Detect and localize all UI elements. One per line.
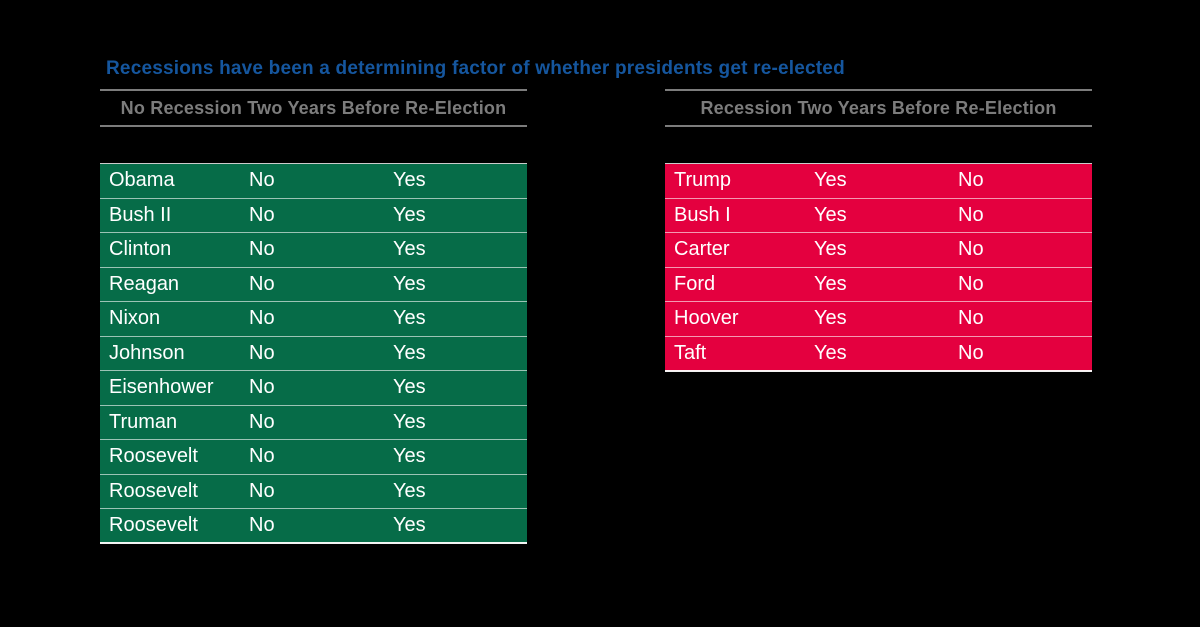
recession-cell: No bbox=[249, 203, 275, 226]
president-cell: Carter bbox=[674, 238, 730, 261]
president-cell: Obama bbox=[109, 169, 175, 192]
recession-cell: Yes bbox=[814, 238, 847, 261]
recession-cell: No bbox=[249, 514, 275, 536]
recession-cell: No bbox=[249, 307, 275, 330]
recession-table: Trump Yes No Bush I Yes No Carter Yes No… bbox=[665, 163, 1092, 372]
president-cell: Roosevelt bbox=[109, 479, 198, 502]
president-cell: Roosevelt bbox=[109, 445, 198, 468]
table-row: Taft Yes No bbox=[665, 336, 1092, 371]
recession-table-body: Trump Yes No Bush I Yes No Carter Yes No… bbox=[665, 163, 1092, 371]
reelected-cell: Yes bbox=[393, 272, 426, 295]
reelected-cell: No bbox=[958, 272, 984, 295]
panel-recession: Recession Two Years Before Re-Election T… bbox=[665, 89, 1092, 372]
panel-no-recession: No Recession Two Years Before Re-Electio… bbox=[100, 89, 527, 544]
table-row: Trump Yes No bbox=[665, 163, 1092, 198]
president-cell: Nixon bbox=[109, 307, 161, 330]
reelected-cell: Yes bbox=[393, 169, 426, 192]
president-cell: Truman bbox=[109, 410, 178, 433]
recession-cell: No bbox=[249, 376, 275, 399]
header-rule-bottom bbox=[665, 125, 1092, 127]
table-row: Carter Yes No bbox=[665, 232, 1092, 267]
header-rule-top bbox=[665, 89, 1092, 91]
chart-title: Recessions have been a determining facto… bbox=[106, 58, 845, 79]
president-cell: Reagan bbox=[109, 272, 180, 295]
reelected-cell: Yes bbox=[393, 479, 426, 502]
header-rule-top bbox=[100, 89, 527, 91]
recession-cell: Yes bbox=[814, 341, 847, 364]
reelected-cell: Yes bbox=[393, 410, 426, 433]
reelected-cell: No bbox=[958, 169, 984, 192]
recession-cell: No bbox=[249, 169, 275, 192]
no-recession-table-body: Obama No Yes Bush II No Yes Clinton No Y… bbox=[100, 163, 527, 543]
president-cell: Taft bbox=[674, 341, 707, 364]
reelected-cell: No bbox=[958, 203, 984, 226]
recession-cell: No bbox=[249, 238, 275, 261]
table-row: Clinton No Yes bbox=[100, 232, 527, 267]
table-row: Roosevelt No Yes bbox=[100, 508, 527, 543]
recession-cell: No bbox=[249, 410, 275, 433]
president-cell: Trump bbox=[674, 169, 732, 192]
president-cell: Clinton bbox=[109, 238, 172, 261]
recession-cell: Yes bbox=[814, 307, 847, 330]
table-row: Johnson No Yes bbox=[100, 336, 527, 371]
table-row: Truman No Yes bbox=[100, 405, 527, 440]
recession-cell: No bbox=[249, 341, 275, 364]
president-cell: Hoover bbox=[674, 307, 739, 330]
reelected-cell: Yes bbox=[393, 307, 426, 330]
table-row: Eisenhower No Yes bbox=[100, 370, 527, 405]
president-cell: Bush II bbox=[109, 203, 172, 226]
no-recession-table: Obama No Yes Bush II No Yes Clinton No Y… bbox=[100, 163, 527, 544]
header-rule-bottom bbox=[100, 125, 527, 127]
recession-cell: Yes bbox=[814, 169, 847, 192]
reelected-cell: Yes bbox=[393, 203, 426, 226]
table-row: Bush II No Yes bbox=[100, 198, 527, 233]
recession-cell: Yes bbox=[814, 272, 847, 295]
recession-cell: No bbox=[249, 479, 275, 502]
panel-header-no-recession: No Recession Two Years Before Re-Electio… bbox=[120, 98, 507, 118]
president-cell: Ford bbox=[674, 272, 716, 295]
president-cell: Johnson bbox=[109, 341, 185, 364]
panel-header-recession: Recession Two Years Before Re-Election bbox=[700, 98, 1057, 118]
reelected-cell: Yes bbox=[393, 514, 426, 536]
table-row: Hoover Yes No bbox=[665, 301, 1092, 336]
table-row: Obama No Yes bbox=[100, 163, 527, 198]
recession-cell: No bbox=[249, 272, 275, 295]
reelected-cell: No bbox=[958, 307, 984, 330]
recession-cell: Yes bbox=[814, 203, 847, 226]
president-cell: Roosevelt bbox=[109, 514, 198, 536]
table-row: Ford Yes No bbox=[665, 267, 1092, 302]
table-row: Roosevelt No Yes bbox=[100, 439, 527, 474]
table-row: Nixon No Yes bbox=[100, 301, 527, 336]
reelected-cell: Yes bbox=[393, 341, 426, 364]
table-row: Reagan No Yes bbox=[100, 267, 527, 302]
president-cell: Bush I bbox=[674, 203, 731, 226]
reelected-cell: Yes bbox=[393, 445, 426, 468]
reelected-cell: No bbox=[958, 238, 984, 261]
table-row: Bush I Yes No bbox=[665, 198, 1092, 233]
reelected-cell: Yes bbox=[393, 238, 426, 261]
reelected-cell: Yes bbox=[393, 376, 426, 399]
president-cell: Eisenhower bbox=[109, 376, 214, 399]
reelected-cell: No bbox=[958, 341, 984, 364]
recession-cell: No bbox=[249, 445, 275, 468]
table-row: Roosevelt No Yes bbox=[100, 474, 527, 509]
